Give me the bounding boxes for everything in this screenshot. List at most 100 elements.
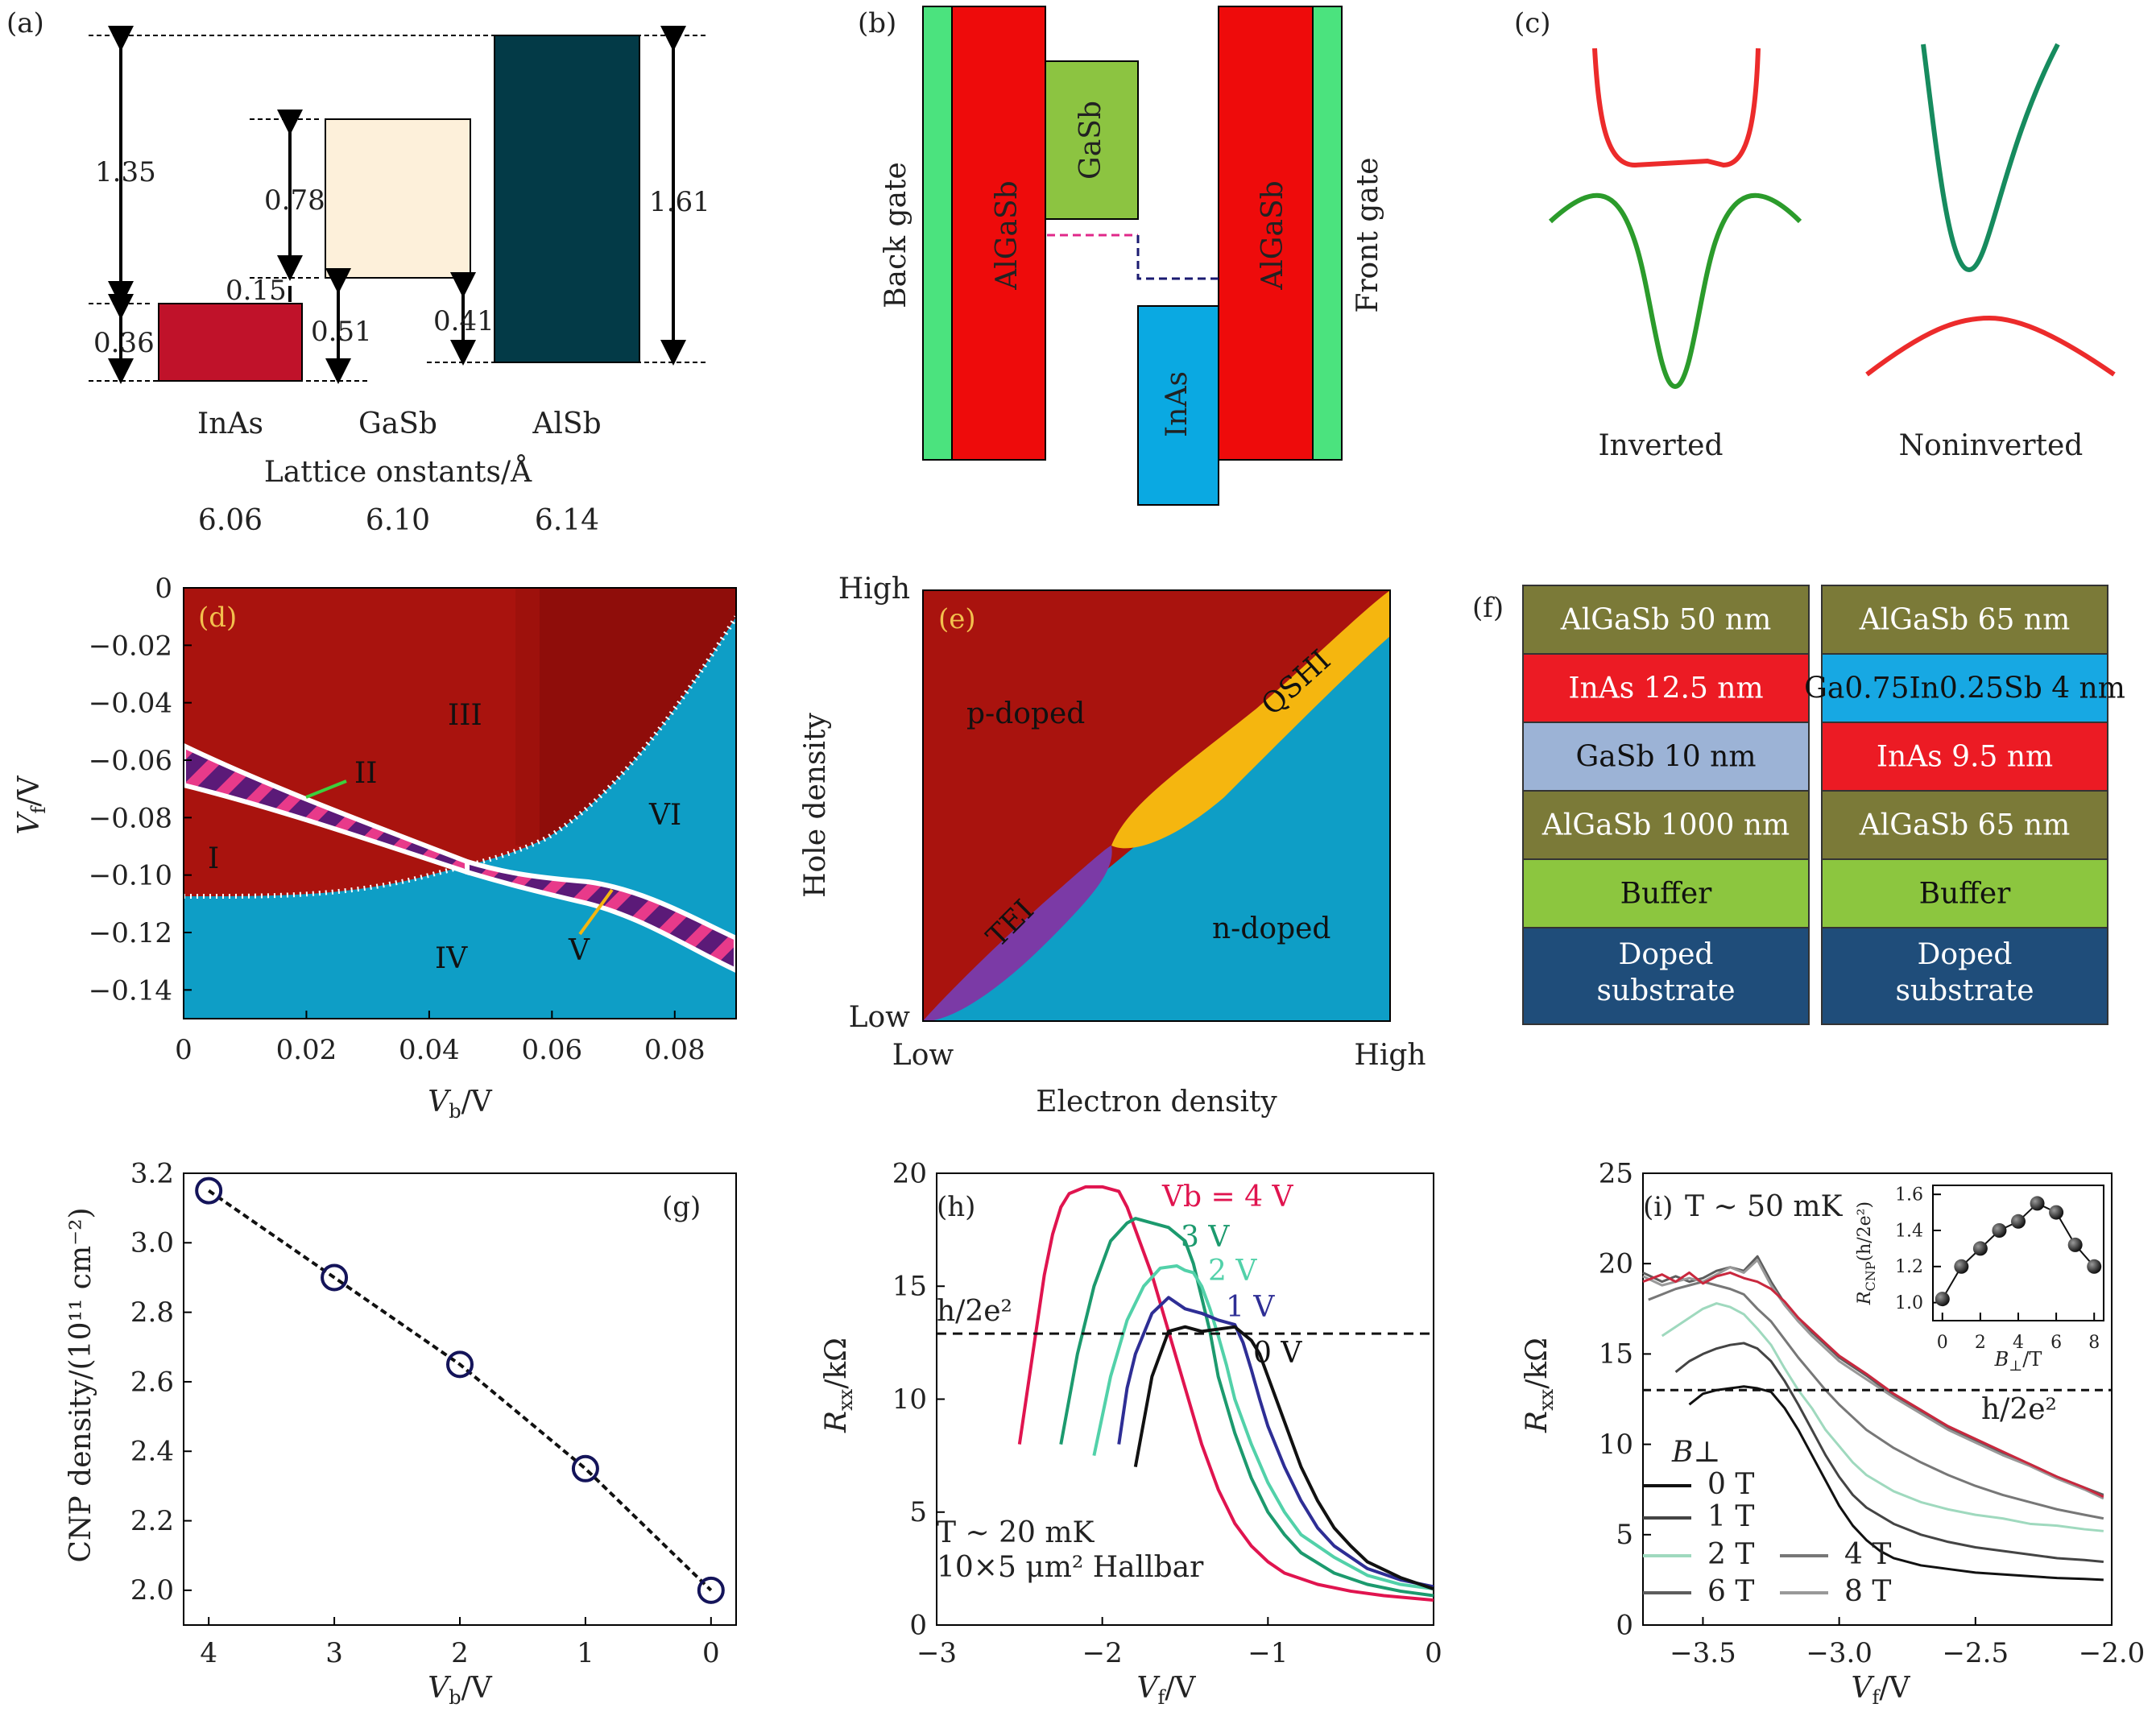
xlabel-main: V (428, 1086, 452, 1119)
x-tick-label: 4 (2013, 1333, 2024, 1353)
x-tick-label: 8 (2088, 1333, 2100, 1353)
cnp-trend-line (208, 1189, 713, 1592)
layer-block (1522, 653, 1810, 723)
e-xtick-low: Low (892, 1039, 954, 1072)
y-tick-label: 5 (909, 1496, 927, 1528)
layer-block (1522, 790, 1810, 860)
alsb-band-block (494, 35, 640, 363)
panel-label-g: (g) (662, 1191, 701, 1223)
plot-frame (183, 1172, 737, 1626)
y-tick-label: 25 (1599, 1157, 1633, 1189)
noninverted-label: Noninverted (1899, 429, 2084, 462)
layer-label: Doped (1918, 938, 2013, 971)
x-tick-label: 0.02 (276, 1034, 337, 1066)
layer-label: AlGaSb 65 nm (1859, 809, 2070, 842)
noninverted-conduction-band (1921, 43, 2060, 273)
y-tick-label: 2.8 (130, 1296, 174, 1329)
inset-data-point (1954, 1259, 1969, 1274)
cnp-data-point (571, 1454, 599, 1482)
panel-label-b: (b) (858, 7, 896, 39)
lattice-value-gasb: 6.10 (366, 504, 430, 537)
inset-data-point (1972, 1241, 1988, 1256)
energy-label-gasb-gap: 0.78 (264, 184, 325, 217)
region-label-iv: IV (435, 942, 468, 975)
panel-label-i: (i) (1643, 1191, 1673, 1223)
x-tick-label: −3.5 (1670, 1637, 1736, 1669)
inset-data-point (2067, 1237, 2083, 1252)
noninverted-valence-band (1865, 315, 2116, 377)
region-label-vi: VI (648, 799, 681, 832)
e-xlabel: Electron density (1036, 1086, 1277, 1119)
x-tick-label: 3 (325, 1637, 343, 1669)
y-tick-label: 2.4 (130, 1436, 174, 1468)
panel-label-d: (d) (198, 602, 237, 634)
i-legend: 0 T1 T 2 T 6 T 4 T 8 T (1643, 1468, 1891, 1608)
region-v-pointer (578, 888, 614, 936)
inset-background (1933, 1182, 2104, 1335)
panel-h-xlabel: Vf/V (1136, 1672, 1196, 1709)
inset-data-point (2049, 1205, 2064, 1220)
layer-label: substrate (1895, 974, 2034, 1007)
energy-label-offset: 0.15 (226, 275, 287, 307)
energy-label-inas-vb: 0.36 (93, 327, 155, 359)
x-tick-label: 0 (175, 1034, 192, 1066)
panel-g: 4 3 2 1 0 2.0 2.2 2.4 2.6 2.8 3.0 3.2 (g) Vb/V CNP … (64, 1157, 737, 1709)
x-tick-label: −2.5 (1943, 1637, 2009, 1669)
rxx-field-series-line (1674, 1342, 2104, 1563)
inas-label: InAs (1161, 371, 1194, 437)
rxx-field-series-line (1688, 1385, 2104, 1582)
x-tick-label: 2 (1975, 1333, 1986, 1353)
y-tick-label: 2.2 (130, 1505, 174, 1537)
y-tick-label: 2.6 (130, 1366, 174, 1398)
inset-ylabel-unit: (h/2e²) (1855, 1201, 1875, 1262)
y-tick-label: −0.12 (89, 917, 172, 949)
gasb-layer (1045, 60, 1139, 220)
y-tick-label: 1.6 (1895, 1185, 1923, 1205)
inset-xlabel-main: B (1994, 1348, 2009, 1371)
panel-g-ylabel: CNP density/(10¹¹ cm⁻²) (64, 1207, 97, 1562)
x-tick-label: 1 (577, 1637, 594, 1669)
y-tick-label: 1.4 (1895, 1221, 1923, 1241)
y-tick-label: −0.10 (89, 860, 172, 892)
h-series-label-1v: 1 V (1226, 1291, 1275, 1324)
panel-label-h: (h) (937, 1191, 975, 1223)
e-ytick-high: High (838, 573, 910, 606)
e-ytick-low: Low (849, 1001, 911, 1034)
inset-xlabel: B⊥/T (1994, 1348, 2042, 1375)
ylabel-unit: /V (13, 775, 46, 806)
e-label-n-doped: n-doped (1212, 912, 1330, 945)
energy-label-alsb-vb: 0.41 (433, 305, 495, 337)
plot-frame (1642, 1172, 2113, 1626)
energy-label-alsb-gap: 1.61 (649, 186, 710, 218)
cnp-data-point (446, 1350, 474, 1379)
layer-label: InAs 9.5 nm (1877, 741, 2053, 774)
layer-block (1821, 858, 2108, 928)
x-tick-label: −1 (1248, 1637, 1288, 1669)
algasb-right-label: AlGaSb (1256, 180, 1289, 290)
x-tick-label: 6 (2050, 1333, 2062, 1353)
x-tick-label: −3.0 (1806, 1637, 1873, 1669)
e-region-tei (923, 846, 1112, 1022)
panel-e: (e) p-doped QSHI TEI n-doped High Low Lo… (799, 573, 1426, 1119)
x-tick-label: −2.0 (2079, 1637, 2146, 1669)
inset-data-point (1935, 1292, 1950, 1307)
panel-d-ylabel: Vf/V (13, 775, 50, 834)
energy-label-inas-gap: 1.35 (95, 156, 156, 188)
x-tick-label: 2 (451, 1637, 469, 1669)
back-gate-layer (922, 6, 953, 461)
phase-boundary (183, 615, 739, 899)
inas-fermi-level (1136, 235, 1219, 280)
y-tick-label: 0 (1616, 1609, 1633, 1641)
inset-ylabel-sub: CNP (1863, 1261, 1878, 1291)
panel-g-plot: 4 3 2 1 0 2.0 2.2 2.4 2.6 2.8 3.0 3.2 (130, 1157, 737, 1669)
ylabel-unit: /kΩ (820, 1338, 853, 1389)
legend-label: 4 T (1844, 1538, 1891, 1571)
x-tick-label: 0.04 (399, 1034, 460, 1066)
y-tick-label: 1.0 (1895, 1293, 1923, 1313)
layer-label: Doped (1619, 938, 1714, 971)
ylabel-main: R (1521, 1411, 1554, 1433)
inverted-conduction-band (1592, 48, 1761, 168)
region-label-iii: III (448, 699, 482, 732)
inset-data-point (2011, 1214, 2026, 1229)
